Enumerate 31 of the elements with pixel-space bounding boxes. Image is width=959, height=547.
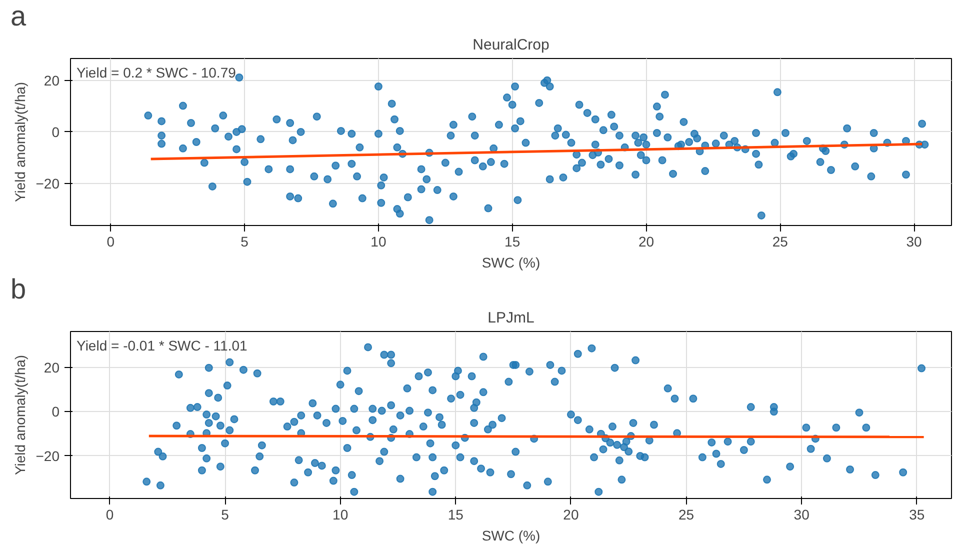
- y-tick-label: −20: [36, 175, 60, 192]
- x-tick-label: 30: [794, 506, 810, 522]
- x-tick-label: 0: [106, 234, 115, 250]
- x-tick-label: 5: [240, 234, 249, 250]
- y-tick-label: 20: [44, 72, 60, 89]
- x-axis-title: SWC (%): [482, 528, 540, 544]
- text: a: [10, 0, 26, 32]
- x-tick-label: 10: [332, 506, 348, 522]
- chart-title: NeuralCrop: [472, 36, 550, 54]
- x-tick-label: 15: [448, 506, 464, 522]
- y-tick-label: 0: [52, 124, 60, 140]
- chart-title: LPJmL: [488, 310, 534, 326]
- annotation: Yield = -0.01 * SWC - 11.01: [76, 338, 248, 354]
- y-axis-title: Yield anomaly(t/ha): [12, 82, 28, 202]
- x-tick-label: 15: [504, 234, 520, 250]
- x-tick-label: 30: [906, 234, 922, 250]
- y-tick-label: 0: [52, 404, 60, 420]
- x-tick-label: 20: [638, 234, 654, 250]
- y-axis-title: Yield anomaly(t/ha): [12, 354, 28, 476]
- x-tick-label: 0: [106, 506, 114, 522]
- y-tick-label: −20: [36, 448, 60, 464]
- x-axis-title: SWC (%): [482, 254, 540, 270]
- y-tick-label: 20: [44, 359, 60, 376]
- annotation: Yield = 0.2 * SWC - 10.79: [76, 64, 236, 80]
- x-tick-label: 35: [909, 506, 925, 522]
- text: b: [10, 274, 26, 304]
- x-tick-label: 25: [772, 234, 788, 250]
- x-tick-label: 10: [370, 234, 386, 250]
- x-tick-label: 5: [221, 506, 230, 522]
- x-tick-label: 20: [563, 506, 579, 522]
- x-tick-label: 25: [678, 506, 694, 522]
